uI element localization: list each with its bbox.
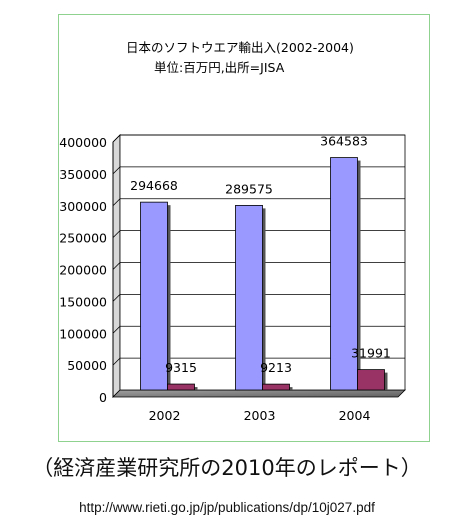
chart-floor — [112, 389, 406, 398]
gridline-side — [112, 294, 121, 302]
data-label: 289575 — [225, 181, 273, 196]
plot-area: 0 50000 100000 150000 200000 250000 300000 3500… — [59, 134, 406, 423]
y-tick-label: 200000 — [59, 263, 107, 278]
bar — [330, 157, 358, 391]
gridline-side — [112, 325, 121, 334]
bar — [235, 204, 263, 391]
x-tick-label: 2002 — [149, 408, 181, 423]
bar — [262, 383, 290, 391]
y-tick-label: 250000 — [59, 231, 107, 246]
x-tick-label: 2004 — [339, 408, 371, 423]
y-tick-label: 300000 — [59, 199, 107, 214]
data-label: 364583 — [320, 134, 368, 149]
y-tick-label: 0 — [99, 390, 107, 405]
y-tick-label: 350000 — [59, 167, 107, 182]
bar — [357, 369, 385, 391]
y-tick-label: 50000 — [67, 358, 107, 373]
y-tick-label: 100000 — [59, 326, 107, 341]
gridline-side — [112, 262, 121, 270]
y-tick-label: 400000 — [59, 135, 107, 150]
data-label: 31991 — [351, 346, 391, 361]
source-url[interactable]: http://www.rieti.go.jp/jp/publications/d… — [79, 500, 375, 515]
data-label: 9315 — [165, 360, 197, 375]
bar — [167, 383, 195, 391]
gridline-side — [112, 230, 121, 238]
x-tick-label: 2003 — [244, 408, 276, 423]
data-label: 9213 — [260, 360, 292, 375]
chart-title: 日本のソフトウエア輸出入(2002-2004) — [126, 40, 354, 55]
figure-caption: （経済産業研究所の2010年のレポート） — [32, 456, 422, 480]
gridline-side — [112, 198, 121, 207]
y-tick-label: 150000 — [59, 294, 107, 309]
gridline-side — [112, 357, 121, 366]
gridline-side — [112, 134, 121, 143]
bar — [140, 201, 168, 391]
chart-subtitle: 単位:百万円,出所=JISA — [154, 60, 285, 75]
gridline-side — [112, 166, 121, 175]
chart: 日本のソフトウエア輸出入(2002-2004) 単位:百万円,出所=JISA 0… — [59, 40, 406, 423]
data-label: 294668 — [130, 178, 178, 193]
